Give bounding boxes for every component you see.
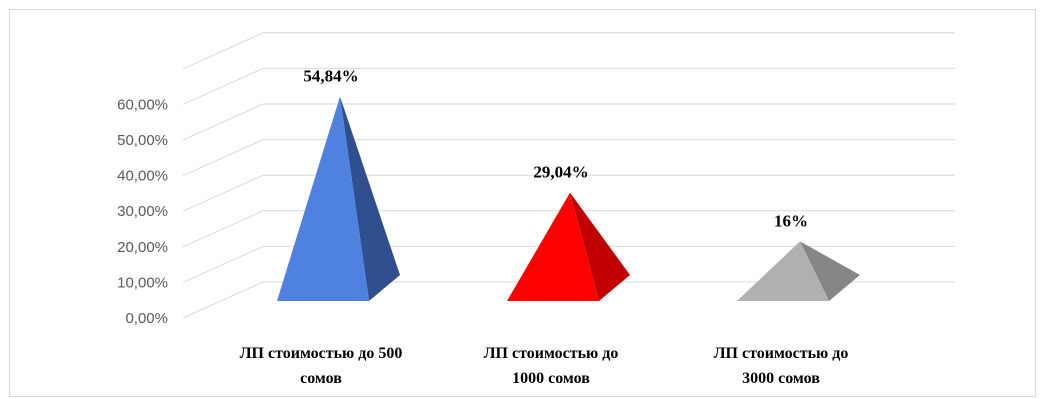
category-label: 1000 сомов — [512, 370, 590, 387]
category-label: ЛП стоимостью до — [484, 345, 619, 362]
y-tick-label: 60,00% — [117, 96, 168, 113]
data-label: 54,84% — [303, 66, 358, 85]
pyramid-front-face — [507, 192, 599, 301]
side-gridline — [182, 245, 264, 283]
pyramid-front-face — [737, 241, 829, 301]
side-gridline — [182, 139, 264, 177]
pyramid-side-face — [340, 96, 400, 301]
data-label: 29,04% — [533, 163, 588, 182]
chart-frame — [9, 9, 1036, 397]
y-tick-label: 30,00% — [117, 203, 168, 220]
side-gridline — [182, 103, 264, 141]
y-tick-label: 50,00% — [117, 132, 168, 149]
side-gridline — [182, 281, 264, 319]
category-label: ЛП стоимостью до — [714, 345, 849, 362]
y-tick-label: 40,00% — [117, 168, 168, 185]
y-tick-label: 10,00% — [117, 274, 168, 291]
side-gridline — [182, 32, 264, 70]
side-gridline — [182, 174, 264, 212]
category-label: 3000 сомов — [742, 370, 820, 387]
y-tick-label: 0,00% — [125, 310, 168, 327]
category-label: сомов — [300, 370, 342, 387]
pyramid-side-face — [800, 241, 860, 301]
side-gridline — [182, 67, 264, 105]
y-tick-label: 20,00% — [117, 239, 168, 256]
category-label: ЛП стоимостью до 500 — [240, 345, 403, 362]
pyramid-side-face — [570, 192, 630, 301]
side-gridline — [182, 210, 264, 248]
data-label: 16% — [774, 211, 808, 230]
pyramid-front-face — [277, 96, 369, 301]
